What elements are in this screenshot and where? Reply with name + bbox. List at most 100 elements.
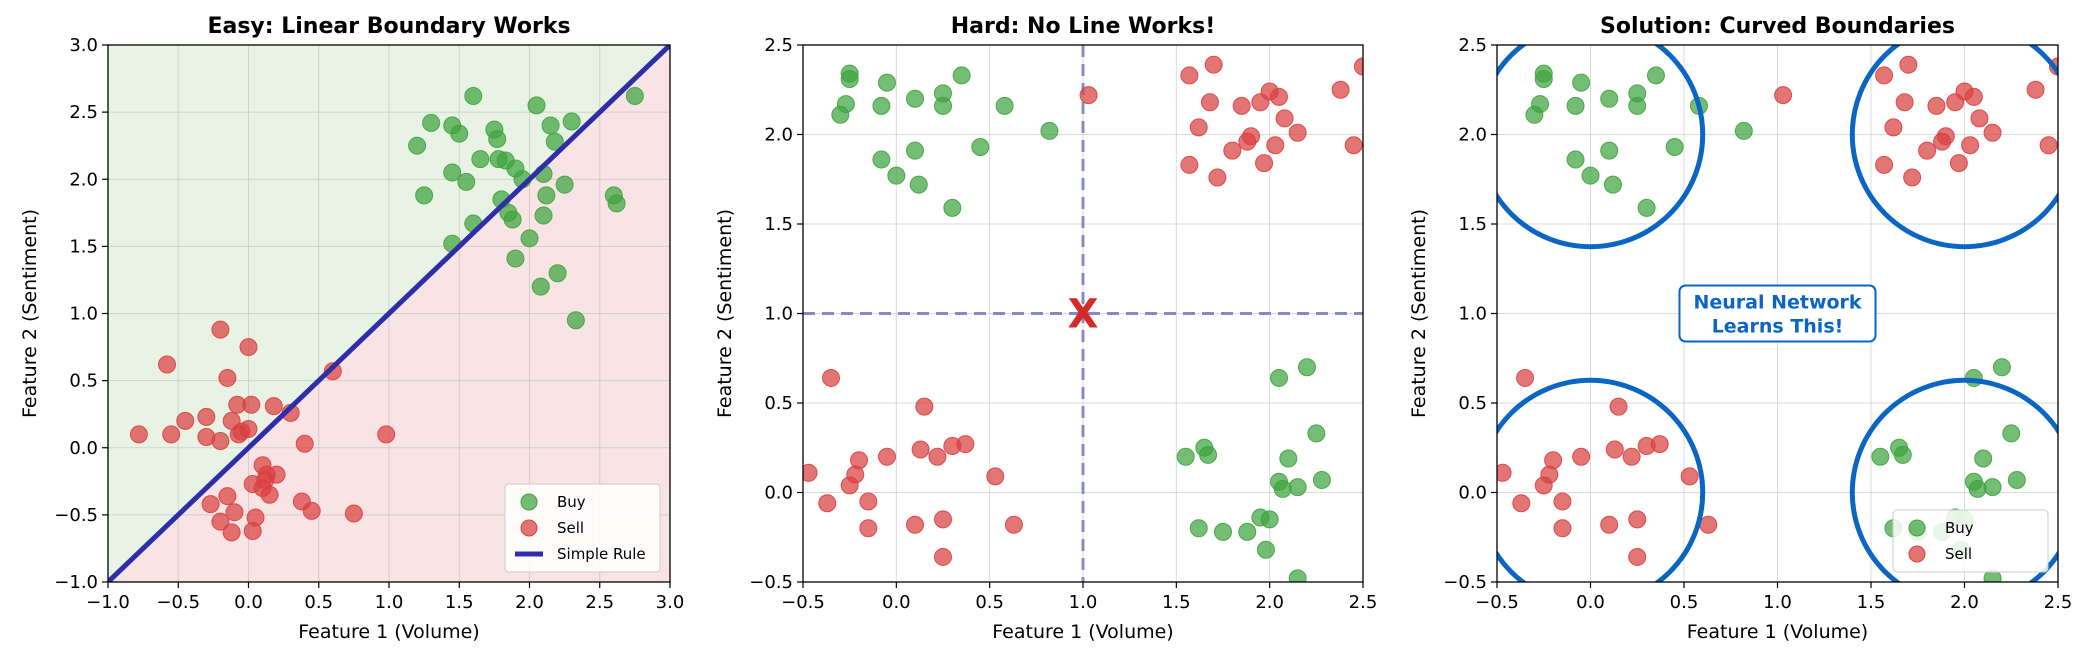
legend-label: Buy (1945, 519, 1974, 537)
point-sell (1605, 440, 1624, 459)
y-tick-label: 0.5 (764, 393, 793, 414)
legend-label: Sell (557, 519, 584, 537)
y-tick-label: 3.0 (69, 35, 98, 56)
point-sell (1331, 80, 1350, 99)
point-buy (906, 89, 924, 108)
point-sell (2039, 136, 2058, 155)
point-sell (295, 434, 314, 453)
boundary-circle (1497, 45, 1706, 250)
point-sell (377, 425, 396, 444)
chart-title: Easy: Linear Boundary Works (207, 14, 570, 39)
point-buy (943, 198, 962, 217)
point-buy (1288, 569, 1307, 582)
point-sell (818, 494, 837, 513)
point-sell (1553, 492, 1572, 511)
point-sell (1004, 515, 1023, 534)
point-sell (1354, 57, 1363, 76)
point-sell (344, 504, 363, 523)
point-sell (986, 467, 1005, 486)
point-buy (1646, 66, 1665, 85)
point-buy (457, 172, 476, 191)
point-sell (1918, 141, 1937, 160)
point-sell (1344, 136, 1363, 155)
point-sell (1628, 547, 1647, 566)
point-buy (1603, 175, 1622, 194)
point-sell (129, 425, 148, 444)
point-sell (1208, 168, 1227, 187)
y-axis-label: Feature 2 (Sentiment) (714, 209, 736, 418)
point-buy (1566, 150, 1585, 169)
point-sell (1927, 96, 1946, 115)
annotation-box (1678, 284, 1877, 343)
point-buy (607, 194, 626, 213)
legend-marker-buy (520, 493, 538, 511)
boundary-circle (1849, 377, 2058, 582)
point-sell (1079, 86, 1098, 105)
plot-area: X (803, 45, 1363, 582)
point-sell (1875, 155, 1894, 174)
point-buy (1279, 449, 1298, 468)
boundary-circle (1849, 45, 2058, 250)
x-tick-label: 0.5 (304, 592, 333, 613)
plot-area (108, 45, 670, 582)
point-sell (934, 510, 952, 529)
point-sell (302, 501, 321, 520)
point-buy (488, 129, 507, 148)
legend-label: Sell (1945, 545, 1972, 563)
point-sell (1180, 155, 1199, 174)
y-tick-label: 2.5 (764, 35, 793, 56)
x-tick-label: 0.0 (1576, 592, 1605, 613)
point-sell (218, 487, 237, 506)
legend-marker-sell (520, 519, 538, 537)
point-buy (1298, 358, 1316, 377)
point-buy (503, 210, 522, 229)
point-sell (1970, 109, 1989, 128)
point-sell (859, 492, 878, 511)
x-tick-label: 1.0 (375, 592, 404, 613)
x-tick-label: 0.0 (882, 592, 911, 613)
point-buy (1581, 166, 1600, 185)
point-buy (471, 150, 490, 169)
point-sell (1903, 168, 1922, 187)
point-sell (1609, 397, 1628, 416)
point-sell (201, 495, 220, 514)
y-tick-label: −0.5 (749, 572, 793, 593)
point-sell (859, 519, 878, 538)
y-tick-label: 0.0 (1458, 483, 1487, 504)
legend-marker-sell (1908, 545, 1926, 563)
point-buy (971, 138, 990, 157)
point-buy (1572, 73, 1591, 92)
point-sell (1628, 510, 1647, 529)
point-sell (242, 395, 261, 414)
point-buy (1273, 479, 1292, 498)
point-sell (211, 512, 230, 531)
point-buy (541, 116, 560, 135)
x-tick-label: 2.5 (1349, 592, 1378, 613)
point-sell (260, 485, 279, 504)
point-sell (1189, 118, 1208, 137)
point-buy (934, 96, 952, 115)
point-buy (995, 96, 1014, 115)
point-buy (1600, 89, 1619, 108)
point-buy (906, 141, 924, 160)
point-buy (1238, 522, 1257, 541)
x-tick-label: 3.0 (656, 592, 685, 613)
y-tick-label: −1.0 (54, 572, 98, 593)
x-tick-label: −0.5 (156, 592, 200, 613)
point-sell (243, 474, 262, 493)
point-buy (872, 150, 891, 169)
point-buy (1040, 121, 1059, 140)
point-sell (225, 503, 244, 522)
point-sell (1774, 86, 1793, 105)
panel-1: −1.0 −0.5 0.0 0.5 1.0 1.5 2.0 2.5 3.0 −1.0 −0.5 0.0… (19, 14, 684, 643)
point-sell (1544, 451, 1563, 470)
point-sell (822, 368, 840, 387)
point-sell (1275, 109, 1294, 128)
point-buy (1600, 141, 1619, 160)
x-tick-label: −0.5 (781, 592, 825, 613)
point-sell (906, 515, 924, 534)
point-sell (1650, 435, 1669, 454)
panel-2: X −0.5 0.0 0.5 1.0 1.5 2.0 2.5 −0.5 0.0 0.5 1.0 1.5 2… (714, 14, 1377, 643)
x-tick-label: 1.0 (1763, 592, 1792, 613)
point-buy (1992, 358, 2011, 377)
